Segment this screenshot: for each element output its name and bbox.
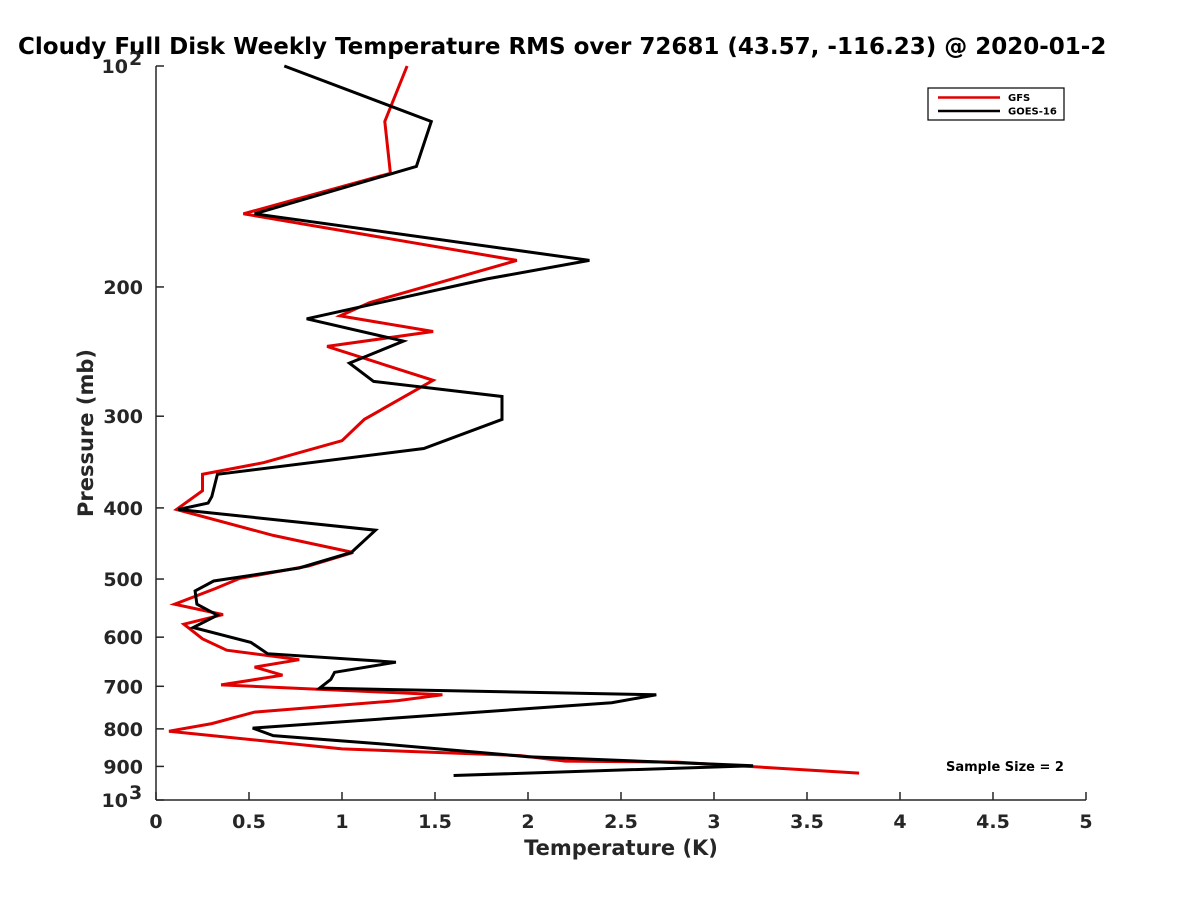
x-tick-label: 4.5 <box>976 811 1010 833</box>
y-tick-label: 500 <box>103 569 143 591</box>
x-tick-label: 2.5 <box>604 811 638 833</box>
legend-label-goes-16: GOES-16 <box>1008 107 1057 118</box>
x-ticks: 0 0.5 1 1.5 2 2.5 3 3.5 4 4.5 5 <box>149 792 1093 833</box>
x-tick-label: 1 <box>335 811 348 833</box>
y-tick-label: 400 <box>103 498 143 520</box>
x-tick-label: 0 <box>149 811 162 833</box>
y-tick-label: 600 <box>103 627 143 649</box>
x-tick-label: 1.5 <box>418 811 452 833</box>
x-tick-label: 3 <box>707 811 720 833</box>
x-tick-label: 3.5 <box>790 811 824 833</box>
y-tick-label: 900 <box>103 756 143 778</box>
y-tick-label: 300 <box>103 406 143 428</box>
series-line-gfs <box>168 65 860 775</box>
y-tick-label: 10 <box>102 790 128 812</box>
y-tick-label: 10 <box>102 56 128 78</box>
legend-label-gfs: GFS <box>1008 93 1030 104</box>
x-axis-label: Temperature (K) <box>524 836 718 860</box>
x-tick-label: 0.5 <box>232 811 266 833</box>
x-tick-label: 5 <box>1079 811 1092 833</box>
y-axis-label: Pressure (mb) <box>74 349 98 517</box>
series-layer <box>168 64 860 777</box>
series-line-goes-16 <box>177 64 754 777</box>
y-tick-label: 800 <box>103 719 143 741</box>
chart-title: Cloudy Full Disk Weekly Temperature RMS … <box>18 34 1106 60</box>
x-tick-label: 4 <box>893 811 906 833</box>
y-tick-label: 700 <box>103 676 143 698</box>
y-tick-exponent: 2 <box>129 48 142 70</box>
y-tick-exponent: 3 <box>129 782 142 804</box>
legend-box <box>927 87 1065 121</box>
sample-size-annotation: Sample Size = 2 <box>946 760 1064 775</box>
legend: GFS GOES-16 <box>927 87 1065 121</box>
y-tick-label: 200 <box>103 277 143 299</box>
x-tick-label: 2 <box>521 811 534 833</box>
